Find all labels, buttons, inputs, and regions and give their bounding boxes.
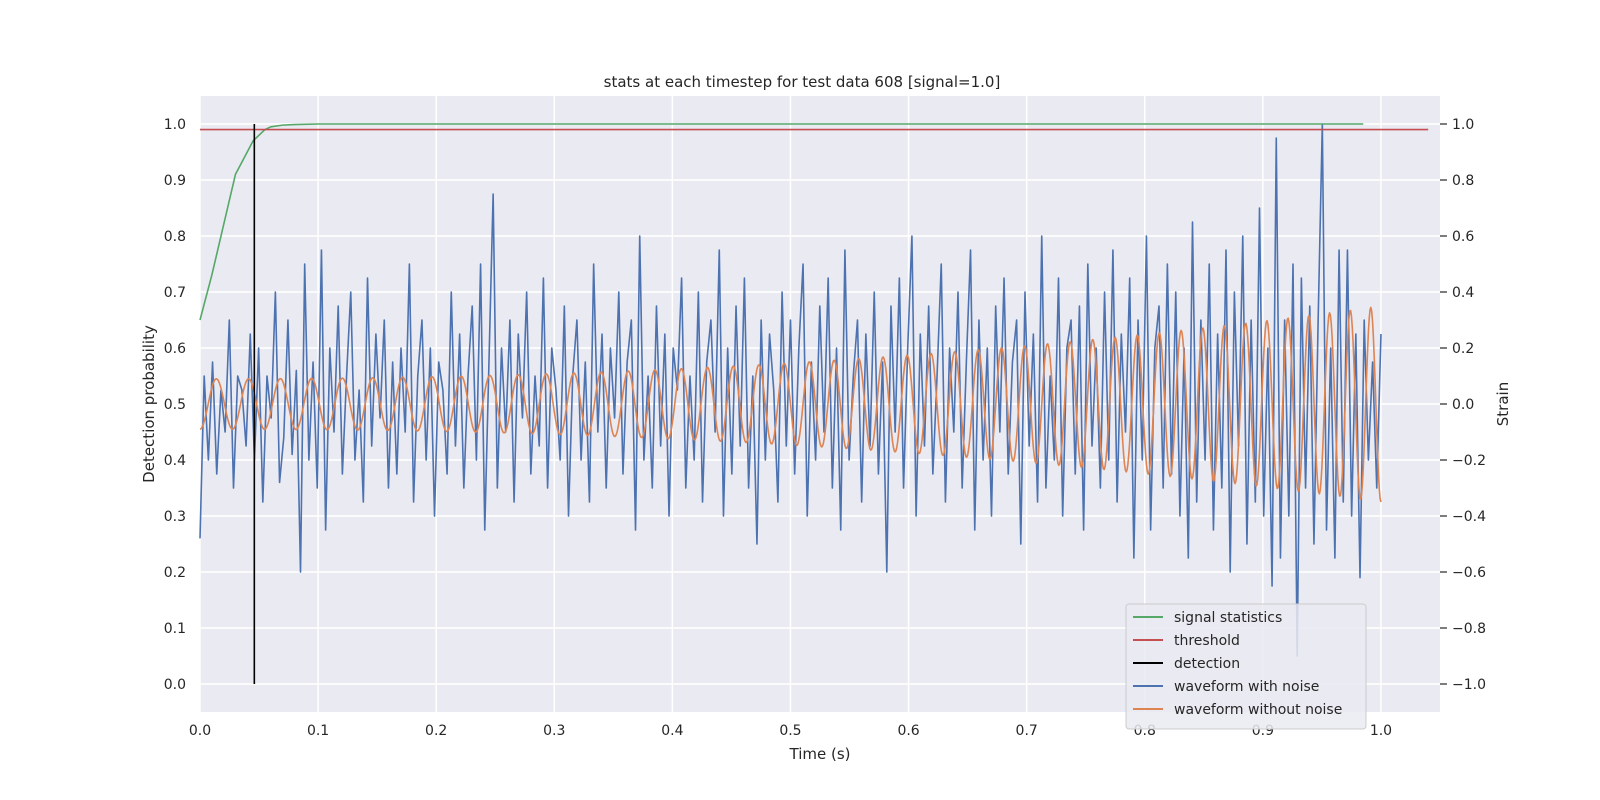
y2-tick-label: 1.0: [1452, 117, 1474, 133]
y2-tick-label: 0.6: [1452, 229, 1474, 245]
x-tick-label: 0.7: [1016, 723, 1038, 739]
y2-tick-label: −0.8: [1452, 621, 1486, 637]
y-tick-label: 0.7: [164, 285, 186, 301]
y-axis-label: Detection probability: [140, 325, 158, 483]
y-tick-label: 0.9: [164, 173, 186, 189]
y2-tick-label: 0.8: [1452, 173, 1474, 189]
y2-axis-label: Strain: [1494, 382, 1512, 426]
y-tick-label: 0.8: [164, 229, 186, 245]
x-tick-label: 0.0: [189, 723, 211, 739]
y-tick-label: 0.3: [164, 509, 186, 525]
y2-tick-label: −0.2: [1452, 453, 1486, 469]
y2-axis-ticks: −1.0 −0.8 −0.6 −0.4 −0.2 0.0 0.2 0.4 0.6 0.8 1.0: [1440, 117, 1486, 693]
y2-tick-label: −0.4: [1452, 509, 1486, 525]
legend-label: detection: [1174, 656, 1240, 672]
y-tick-label: 0.2: [164, 565, 186, 581]
x-axis-ticks: 0.0 0.1 0.2 0.3 0.4 0.5 0.6 0.7 0.8 0.9 1.0: [189, 723, 1392, 739]
x-tick-label: 1.0: [1370, 723, 1392, 739]
legend: signal statistics threshold detection wavef…: [1125, 603, 1367, 730]
x-tick-label: 0.2: [425, 723, 447, 739]
series-waveform-without-noise: [199, 306, 1382, 503]
chart-title: stats at each timestep for test data 608…: [604, 73, 1001, 91]
legend-box: [1125, 603, 1367, 730]
y-axis-ticks: 0.0 0.1 0.2 0.3 0.4 0.5 0.6 0.7 0.8 0.9 1.0: [164, 117, 186, 693]
y-tick-label: 0.1: [164, 621, 186, 637]
legend-label: waveform with noise: [1174, 679, 1319, 695]
y-tick-label: 0.0: [164, 677, 186, 693]
x-tick-label: 0.5: [779, 723, 801, 739]
series-signal-statistics: [199, 123, 1364, 321]
y2-tick-label: −0.6: [1452, 565, 1486, 581]
series-layer: [199, 123, 1429, 684]
y2-tick-label: 0.0: [1452, 397, 1474, 413]
x-tick-label: 0.6: [897, 723, 919, 739]
y-tick-label: 0.4: [164, 453, 186, 469]
x-tick-label: 0.4: [661, 723, 683, 739]
legend-label: waveform without noise: [1174, 702, 1342, 718]
y2-tick-label: 0.2: [1452, 341, 1474, 357]
x-tick-label: 0.1: [307, 723, 329, 739]
legend-label: threshold: [1174, 633, 1240, 649]
x-tick-label: 0.3: [543, 723, 565, 739]
y-tick-label: 0.6: [164, 341, 186, 357]
legend-label: signal statistics: [1174, 610, 1282, 626]
y-tick-label: 1.0: [164, 117, 186, 133]
y2-tick-label: 0.4: [1452, 285, 1474, 301]
y2-tick-label: −1.0: [1452, 677, 1486, 693]
x-axis-label: Time (s): [789, 745, 851, 763]
y-tick-label: 0.5: [164, 397, 186, 413]
